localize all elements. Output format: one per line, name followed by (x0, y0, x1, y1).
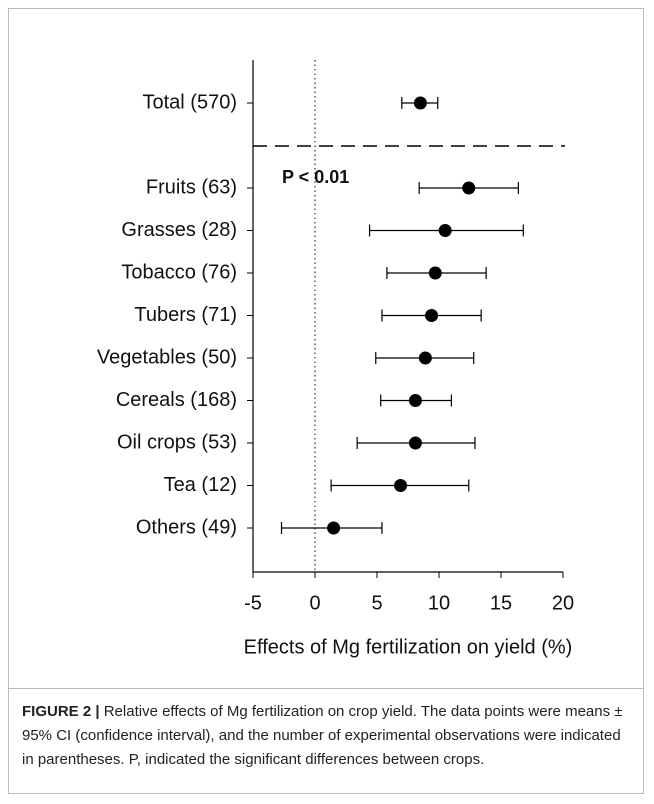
x-tick-label: 0 (309, 592, 320, 614)
y-tick-label: Tubers (71) (134, 304, 237, 326)
point (408, 436, 422, 450)
point (327, 521, 341, 535)
x-tick-label: 20 (552, 592, 574, 614)
x-tick-label: 5 (371, 592, 382, 614)
point (438, 224, 452, 237)
y-tick-label: Vegetables (50) (97, 346, 237, 368)
figure-frame (8, 8, 644, 794)
x-axis-label: Effects of Mg fertilization on yield (%) (244, 636, 573, 658)
y-tick-label: Total (570) (143, 91, 238, 113)
y-tick-label: Tobacco (76) (121, 261, 237, 283)
y-tick-label: Oil crops (53) (117, 431, 237, 453)
y-tick-label: Fruits (63) (146, 176, 237, 198)
point (413, 96, 427, 110)
x-tick-label: 10 (428, 592, 450, 614)
point (394, 479, 408, 492)
annotation: P < 0.01 (282, 167, 349, 187)
chart: P < 0.01 Effects of Mg fertilization on … (97, 60, 574, 658)
caption-text: Relative effects of Mg fertilization on … (22, 703, 623, 768)
point (408, 394, 422, 407)
caption-rule (8, 688, 644, 689)
y-tick-label: Tea (12) (164, 474, 237, 496)
y-tick-label: Grasses (28) (121, 219, 237, 241)
x-tick-label: 15 (490, 592, 512, 614)
point (418, 351, 432, 365)
x-tick-label: -5 (244, 592, 262, 614)
y-tick-label: Others (49) (136, 516, 237, 538)
point (428, 266, 442, 280)
caption: FIGURE 2 | Relative effects of Mg fertil… (22, 700, 632, 772)
y-tick-label: Cereals (168) (116, 389, 237, 411)
point (462, 181, 476, 195)
caption-label: FIGURE 2 | (22, 703, 100, 720)
point (425, 309, 439, 322)
